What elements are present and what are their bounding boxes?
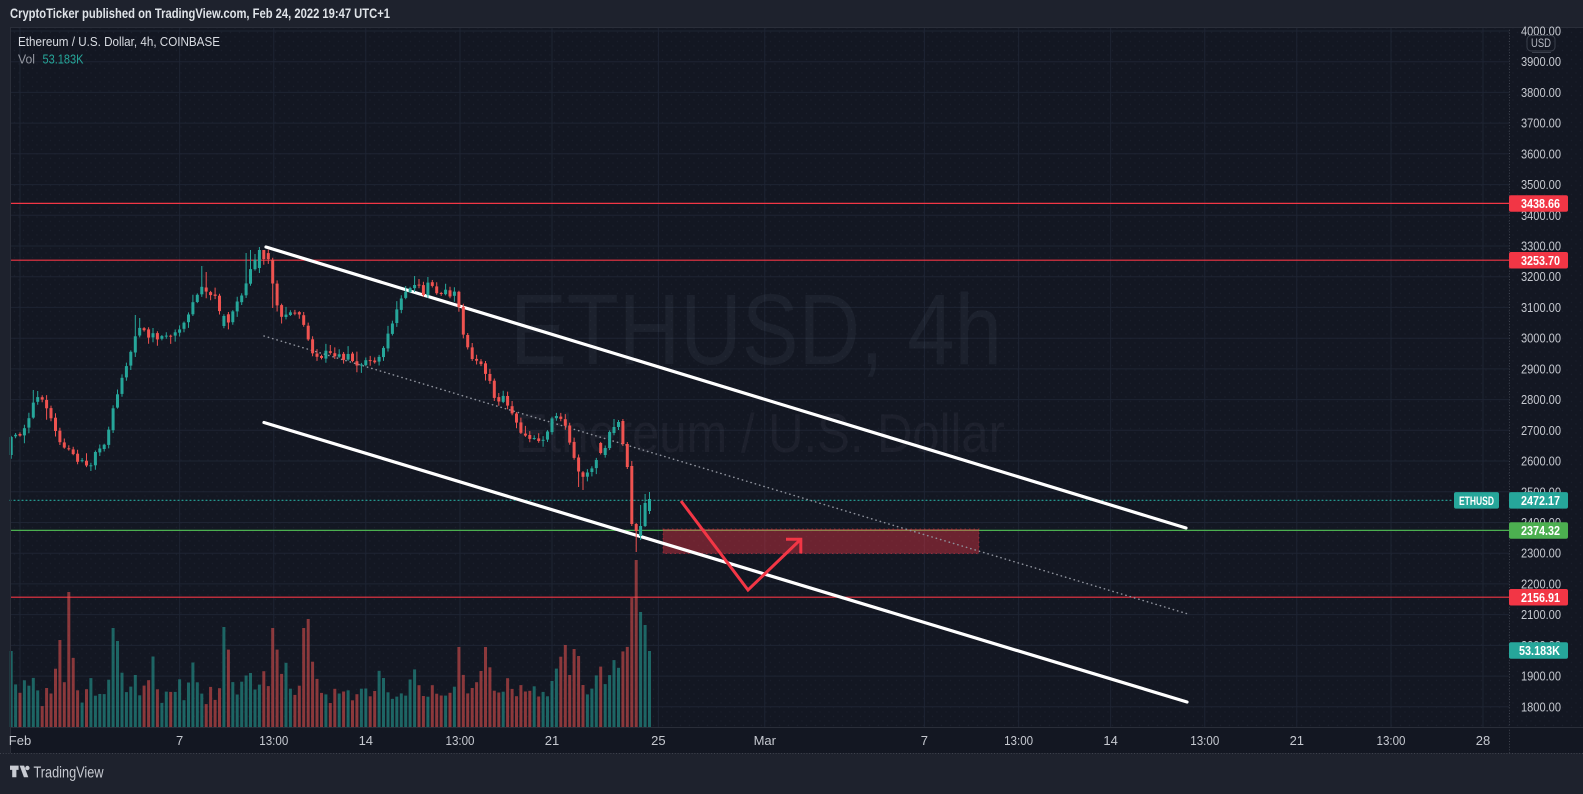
- svg-text:2472.17: 2472.17: [1521, 494, 1560, 508]
- svg-text:1800.00: 1800.00: [1521, 699, 1561, 714]
- svg-text:14: 14: [359, 733, 373, 748]
- svg-text:Vol: Vol: [18, 52, 35, 67]
- svg-text:13:00: 13:00: [1377, 733, 1406, 748]
- svg-text:3600.00: 3600.00: [1521, 146, 1561, 161]
- svg-text:3800.00: 3800.00: [1521, 85, 1561, 100]
- svg-text:3500.00: 3500.00: [1521, 177, 1561, 192]
- svg-text:7: 7: [921, 733, 928, 748]
- svg-text:4000.00: 4000.00: [1521, 24, 1561, 39]
- svg-text:2300.00: 2300.00: [1521, 546, 1561, 561]
- svg-text:21: 21: [1290, 733, 1304, 748]
- svg-text:25: 25: [651, 733, 665, 748]
- svg-text:2900.00: 2900.00: [1521, 361, 1561, 376]
- svg-text:53.183K: 53.183K: [1519, 644, 1560, 658]
- svg-text:ETHUSD: ETHUSD: [1459, 496, 1494, 508]
- svg-text:7: 7: [176, 733, 183, 748]
- svg-text:Mar: Mar: [754, 733, 777, 748]
- svg-text:ETHUSD, 4h: ETHUSD, 4h: [510, 274, 1002, 386]
- svg-text:2600.00: 2600.00: [1521, 454, 1561, 469]
- svg-text:TradingView: TradingView: [34, 765, 105, 782]
- svg-text:Feb: Feb: [9, 733, 31, 748]
- svg-text:3100.00: 3100.00: [1521, 300, 1561, 315]
- svg-text:13:00: 13:00: [446, 733, 475, 748]
- svg-text:28: 28: [1476, 733, 1490, 748]
- svg-text:3438.66: 3438.66: [1521, 197, 1560, 211]
- svg-text:21: 21: [545, 733, 559, 748]
- svg-text:2100.00: 2100.00: [1521, 607, 1561, 622]
- svg-text:13:00: 13:00: [259, 733, 288, 748]
- svg-text:2156.91: 2156.91: [1521, 591, 1560, 605]
- svg-text:3000.00: 3000.00: [1521, 331, 1561, 346]
- svg-text:CryptoTicker published on Trad: CryptoTicker published on TradingView.co…: [10, 6, 390, 21]
- svg-text:3300.00: 3300.00: [1521, 239, 1561, 254]
- svg-text:Ethereum / U.S. Dollar, 4h, CO: Ethereum / U.S. Dollar, 4h, COINBASE: [18, 34, 220, 49]
- svg-text:14: 14: [1103, 733, 1117, 748]
- svg-text:2800.00: 2800.00: [1521, 392, 1561, 407]
- svg-text:3900.00: 3900.00: [1521, 54, 1561, 69]
- svg-text:53.183K: 53.183K: [43, 52, 84, 67]
- svg-text:13:00: 13:00: [1004, 733, 1033, 748]
- svg-text:2200.00: 2200.00: [1521, 576, 1561, 591]
- svg-text:3700.00: 3700.00: [1521, 116, 1561, 131]
- svg-text:13:00: 13:00: [1190, 733, 1219, 748]
- svg-text:2700.00: 2700.00: [1521, 423, 1561, 438]
- svg-text:3200.00: 3200.00: [1521, 269, 1561, 284]
- svg-text:Ethereum / U.S. Dollar: Ethereum / U.S. Dollar: [515, 402, 1005, 464]
- svg-text:USD: USD: [1531, 38, 1551, 50]
- svg-text:3253.70: 3253.70: [1521, 254, 1560, 268]
- svg-text:2374.32: 2374.32: [1521, 524, 1560, 538]
- svg-text:1900.00: 1900.00: [1521, 669, 1561, 684]
